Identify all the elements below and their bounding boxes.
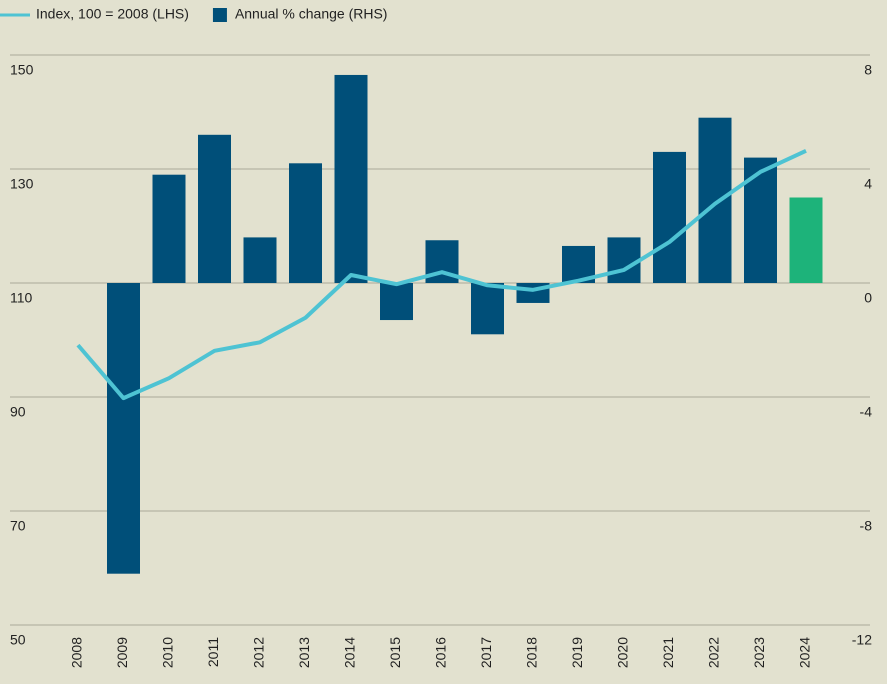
y2-tick-label: 4 [864, 176, 872, 192]
bar [380, 283, 413, 321]
y-tick-label: 150 [10, 62, 34, 78]
legend-label: Index, 100 = 2008 (LHS) [36, 6, 189, 22]
y2-tick-label: 8 [864, 62, 872, 78]
bar [334, 74, 368, 283]
bar [471, 283, 504, 335]
bar [152, 174, 186, 283]
y-tick-label: 70 [10, 518, 26, 534]
y-tick-label: 130 [10, 176, 34, 192]
y2-tick-label: 0 [864, 290, 872, 306]
line [76, 148, 807, 401]
x-tick-label: 2010 [160, 637, 176, 668]
x-tick-label: 2022 [706, 637, 722, 668]
bar [243, 237, 277, 283]
x-tick-label: 2023 [751, 637, 767, 668]
x-tick-label: 2009 [114, 637, 130, 668]
y-tick-label: 110 [10, 290, 33, 306]
bar [107, 283, 140, 574]
x-tick-label: 2024 [797, 637, 813, 668]
x-tick-label: 2021 [660, 637, 676, 668]
bar [789, 197, 823, 283]
bar [744, 157, 777, 283]
y-tick-label: 90 [10, 404, 26, 420]
x-tick-label: 2012 [251, 637, 267, 668]
bar [653, 151, 686, 283]
bar [607, 237, 641, 283]
x-tick-label: 2020 [615, 637, 631, 668]
y-tick-label: 50 [10, 632, 26, 648]
bar [289, 163, 322, 283]
x-tick-label: 2011 [205, 637, 221, 667]
x-tick-label: 2019 [569, 637, 585, 668]
y2-tick-label: -12 [852, 632, 872, 648]
x-tick-label: 2013 [296, 637, 312, 668]
x-tick-label: 2008 [69, 637, 85, 668]
bar [698, 117, 732, 283]
x-tick-label: 2017 [478, 637, 494, 668]
x-tick-label: 2015 [387, 637, 403, 668]
y2-tick-label: -8 [860, 518, 873, 534]
legend-label: Annual % change (RHS) [235, 6, 388, 22]
x-tick-label: 2018 [524, 637, 540, 668]
x-tick-label: 2014 [342, 637, 358, 668]
legend-swatch [212, 8, 227, 22]
x-tick-label: 2016 [433, 637, 449, 668]
bar [198, 134, 231, 283]
y2-tick-label: -4 [860, 404, 873, 420]
